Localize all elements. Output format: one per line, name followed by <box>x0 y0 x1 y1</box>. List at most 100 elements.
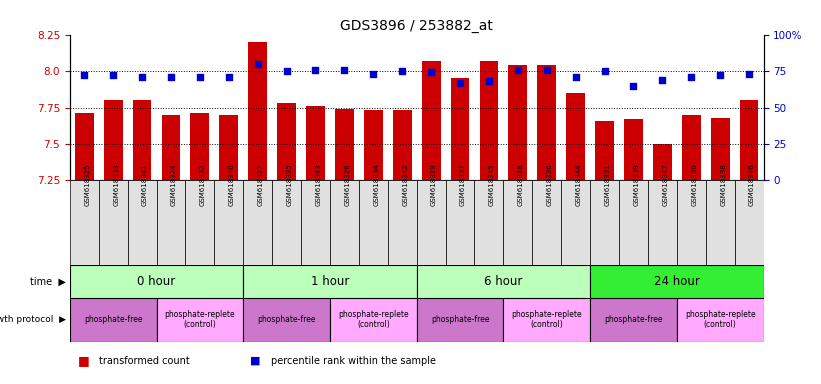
Bar <box>711 118 730 180</box>
FancyBboxPatch shape <box>330 298 416 342</box>
Bar <box>422 61 441 180</box>
Point <box>193 74 206 80</box>
Bar <box>508 65 527 180</box>
Text: GSM618330: GSM618330 <box>691 163 697 206</box>
Point <box>685 74 698 80</box>
FancyBboxPatch shape <box>590 180 619 265</box>
Bar <box>364 111 383 180</box>
Text: GSM618344: GSM618344 <box>576 164 581 206</box>
FancyBboxPatch shape <box>70 180 99 265</box>
Bar <box>451 78 470 180</box>
FancyBboxPatch shape <box>99 180 127 265</box>
FancyBboxPatch shape <box>70 265 243 298</box>
FancyBboxPatch shape <box>677 298 764 342</box>
Text: GSM618343: GSM618343 <box>315 163 322 206</box>
Point <box>309 66 322 73</box>
FancyBboxPatch shape <box>590 298 677 342</box>
Text: GSM618335: GSM618335 <box>287 163 292 206</box>
Point <box>540 66 553 73</box>
Text: GSM618340: GSM618340 <box>229 163 235 206</box>
Point <box>483 78 496 84</box>
Text: phosphate-replete
(control): phosphate-replete (control) <box>511 310 582 329</box>
Text: GSM618345: GSM618345 <box>489 164 495 206</box>
Text: GSM618342: GSM618342 <box>402 164 408 206</box>
Bar <box>740 100 759 180</box>
Bar <box>219 115 238 180</box>
Text: phosphate-free: phosphate-free <box>84 315 142 324</box>
Bar <box>75 113 94 180</box>
Point <box>569 74 582 80</box>
Point <box>107 72 120 78</box>
Text: 6 hour: 6 hour <box>484 275 522 288</box>
FancyBboxPatch shape <box>735 180 764 265</box>
Text: percentile rank within the sample: percentile rank within the sample <box>271 356 436 366</box>
FancyBboxPatch shape <box>648 180 677 265</box>
Bar <box>335 109 354 180</box>
Bar <box>306 106 325 180</box>
FancyBboxPatch shape <box>243 180 272 265</box>
Point <box>627 83 640 89</box>
Bar <box>479 61 498 180</box>
Text: phosphate-free: phosphate-free <box>257 315 316 324</box>
Text: GSM618347: GSM618347 <box>663 163 668 206</box>
FancyBboxPatch shape <box>706 180 735 265</box>
FancyBboxPatch shape <box>503 180 532 265</box>
Text: GSM618327: GSM618327 <box>258 163 264 206</box>
FancyBboxPatch shape <box>416 180 446 265</box>
FancyBboxPatch shape <box>157 180 186 265</box>
FancyBboxPatch shape <box>243 298 330 342</box>
FancyBboxPatch shape <box>562 180 590 265</box>
Text: GSM618328: GSM618328 <box>518 163 524 206</box>
Point <box>453 79 466 86</box>
FancyBboxPatch shape <box>186 180 214 265</box>
FancyBboxPatch shape <box>301 180 330 265</box>
Text: GSM618346: GSM618346 <box>749 163 755 206</box>
Point <box>337 66 351 73</box>
FancyBboxPatch shape <box>475 180 503 265</box>
Text: 24 hour: 24 hour <box>654 275 699 288</box>
FancyBboxPatch shape <box>127 180 157 265</box>
Text: GSM618339: GSM618339 <box>634 163 640 206</box>
FancyBboxPatch shape <box>503 298 590 342</box>
Point <box>251 61 264 67</box>
Point <box>742 71 755 77</box>
Point <box>424 70 438 76</box>
FancyBboxPatch shape <box>388 180 416 265</box>
Point <box>396 68 409 74</box>
Text: GSM618326: GSM618326 <box>344 163 351 206</box>
Bar <box>682 115 700 180</box>
Bar <box>277 103 296 180</box>
FancyBboxPatch shape <box>590 265 764 298</box>
Text: GSM618324: GSM618324 <box>171 164 177 206</box>
Text: phosphate-free: phosphate-free <box>604 315 663 324</box>
FancyBboxPatch shape <box>359 180 388 265</box>
Point <box>511 66 525 73</box>
FancyBboxPatch shape <box>416 265 590 298</box>
Text: transformed count: transformed count <box>99 356 190 366</box>
Bar <box>566 93 585 180</box>
Point <box>280 68 293 74</box>
Text: phosphate-replete
(control): phosphate-replete (control) <box>338 310 409 329</box>
Bar <box>190 113 209 180</box>
Bar <box>595 121 614 180</box>
Text: 0 hour: 0 hour <box>137 275 176 288</box>
Text: phosphate-replete
(control): phosphate-replete (control) <box>685 310 755 329</box>
FancyBboxPatch shape <box>532 180 562 265</box>
FancyBboxPatch shape <box>157 298 243 342</box>
Text: growth protocol  ▶: growth protocol ▶ <box>0 315 66 324</box>
Text: time  ▶: time ▶ <box>30 276 66 286</box>
Text: GSM618338: GSM618338 <box>720 163 726 206</box>
Bar <box>248 42 267 180</box>
FancyBboxPatch shape <box>677 180 706 265</box>
Bar <box>392 111 411 180</box>
Point <box>598 68 611 74</box>
Point <box>135 74 149 80</box>
FancyBboxPatch shape <box>619 180 648 265</box>
FancyBboxPatch shape <box>416 298 503 342</box>
Text: GSM618333: GSM618333 <box>113 163 119 206</box>
Point <box>78 72 91 78</box>
Text: 1 hour: 1 hour <box>311 275 349 288</box>
Text: ■: ■ <box>78 354 89 367</box>
Text: GSM618337: GSM618337 <box>460 163 466 206</box>
Point <box>367 71 380 77</box>
